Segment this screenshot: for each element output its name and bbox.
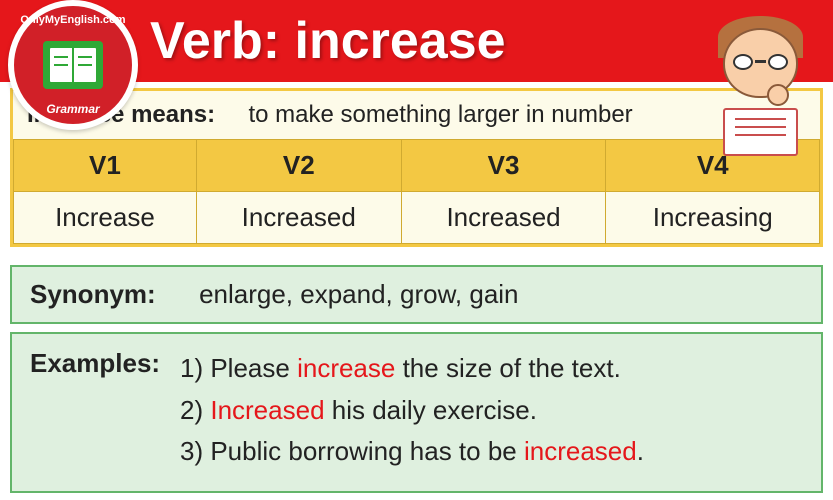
table-row: Increase Increased Increased Increasing (14, 192, 820, 244)
logo-text-bottom: Grammar (14, 102, 132, 116)
synonym-label: Synonym: (30, 279, 156, 309)
logo-text-top: OnlyMyEnglish.com (14, 14, 132, 26)
character-illustration (695, 6, 825, 156)
page-title: Verb: increase (150, 11, 506, 71)
col-v2: V2 (196, 140, 401, 192)
cell-v4: Increasing (606, 192, 820, 244)
synonym-text: enlarge, expand, grow, gain (199, 279, 518, 309)
book-icon (43, 41, 103, 89)
examples-section: Examples: 1) Please increase the size of… (10, 332, 823, 493)
definition-text: to make something larger in number (248, 101, 632, 128)
cell-v2: Increased (196, 192, 401, 244)
highlight-word: Increased (210, 395, 324, 425)
highlight-word: increased (524, 436, 637, 466)
example-item: 1) Please increase the size of the text. (180, 348, 644, 390)
example-item: 3) Public borrowing has to be increased. (180, 431, 644, 473)
col-v3: V3 (401, 140, 606, 192)
examples-list: 1) Please increase the size of the text.… (180, 348, 644, 473)
logo-badge: OnlyMyEnglish.com Grammar (8, 0, 138, 130)
col-v1: V1 (14, 140, 197, 192)
cell-v1: Increase (14, 192, 197, 244)
highlight-word: increase (297, 353, 395, 383)
cell-v3: Increased (401, 192, 606, 244)
example-item: 2) Increased his daily exercise. (180, 390, 644, 432)
synonym-section: Synonym: enlarge, expand, grow, gain (10, 265, 823, 324)
examples-label: Examples: (30, 348, 180, 379)
open-book-icon (723, 108, 798, 156)
